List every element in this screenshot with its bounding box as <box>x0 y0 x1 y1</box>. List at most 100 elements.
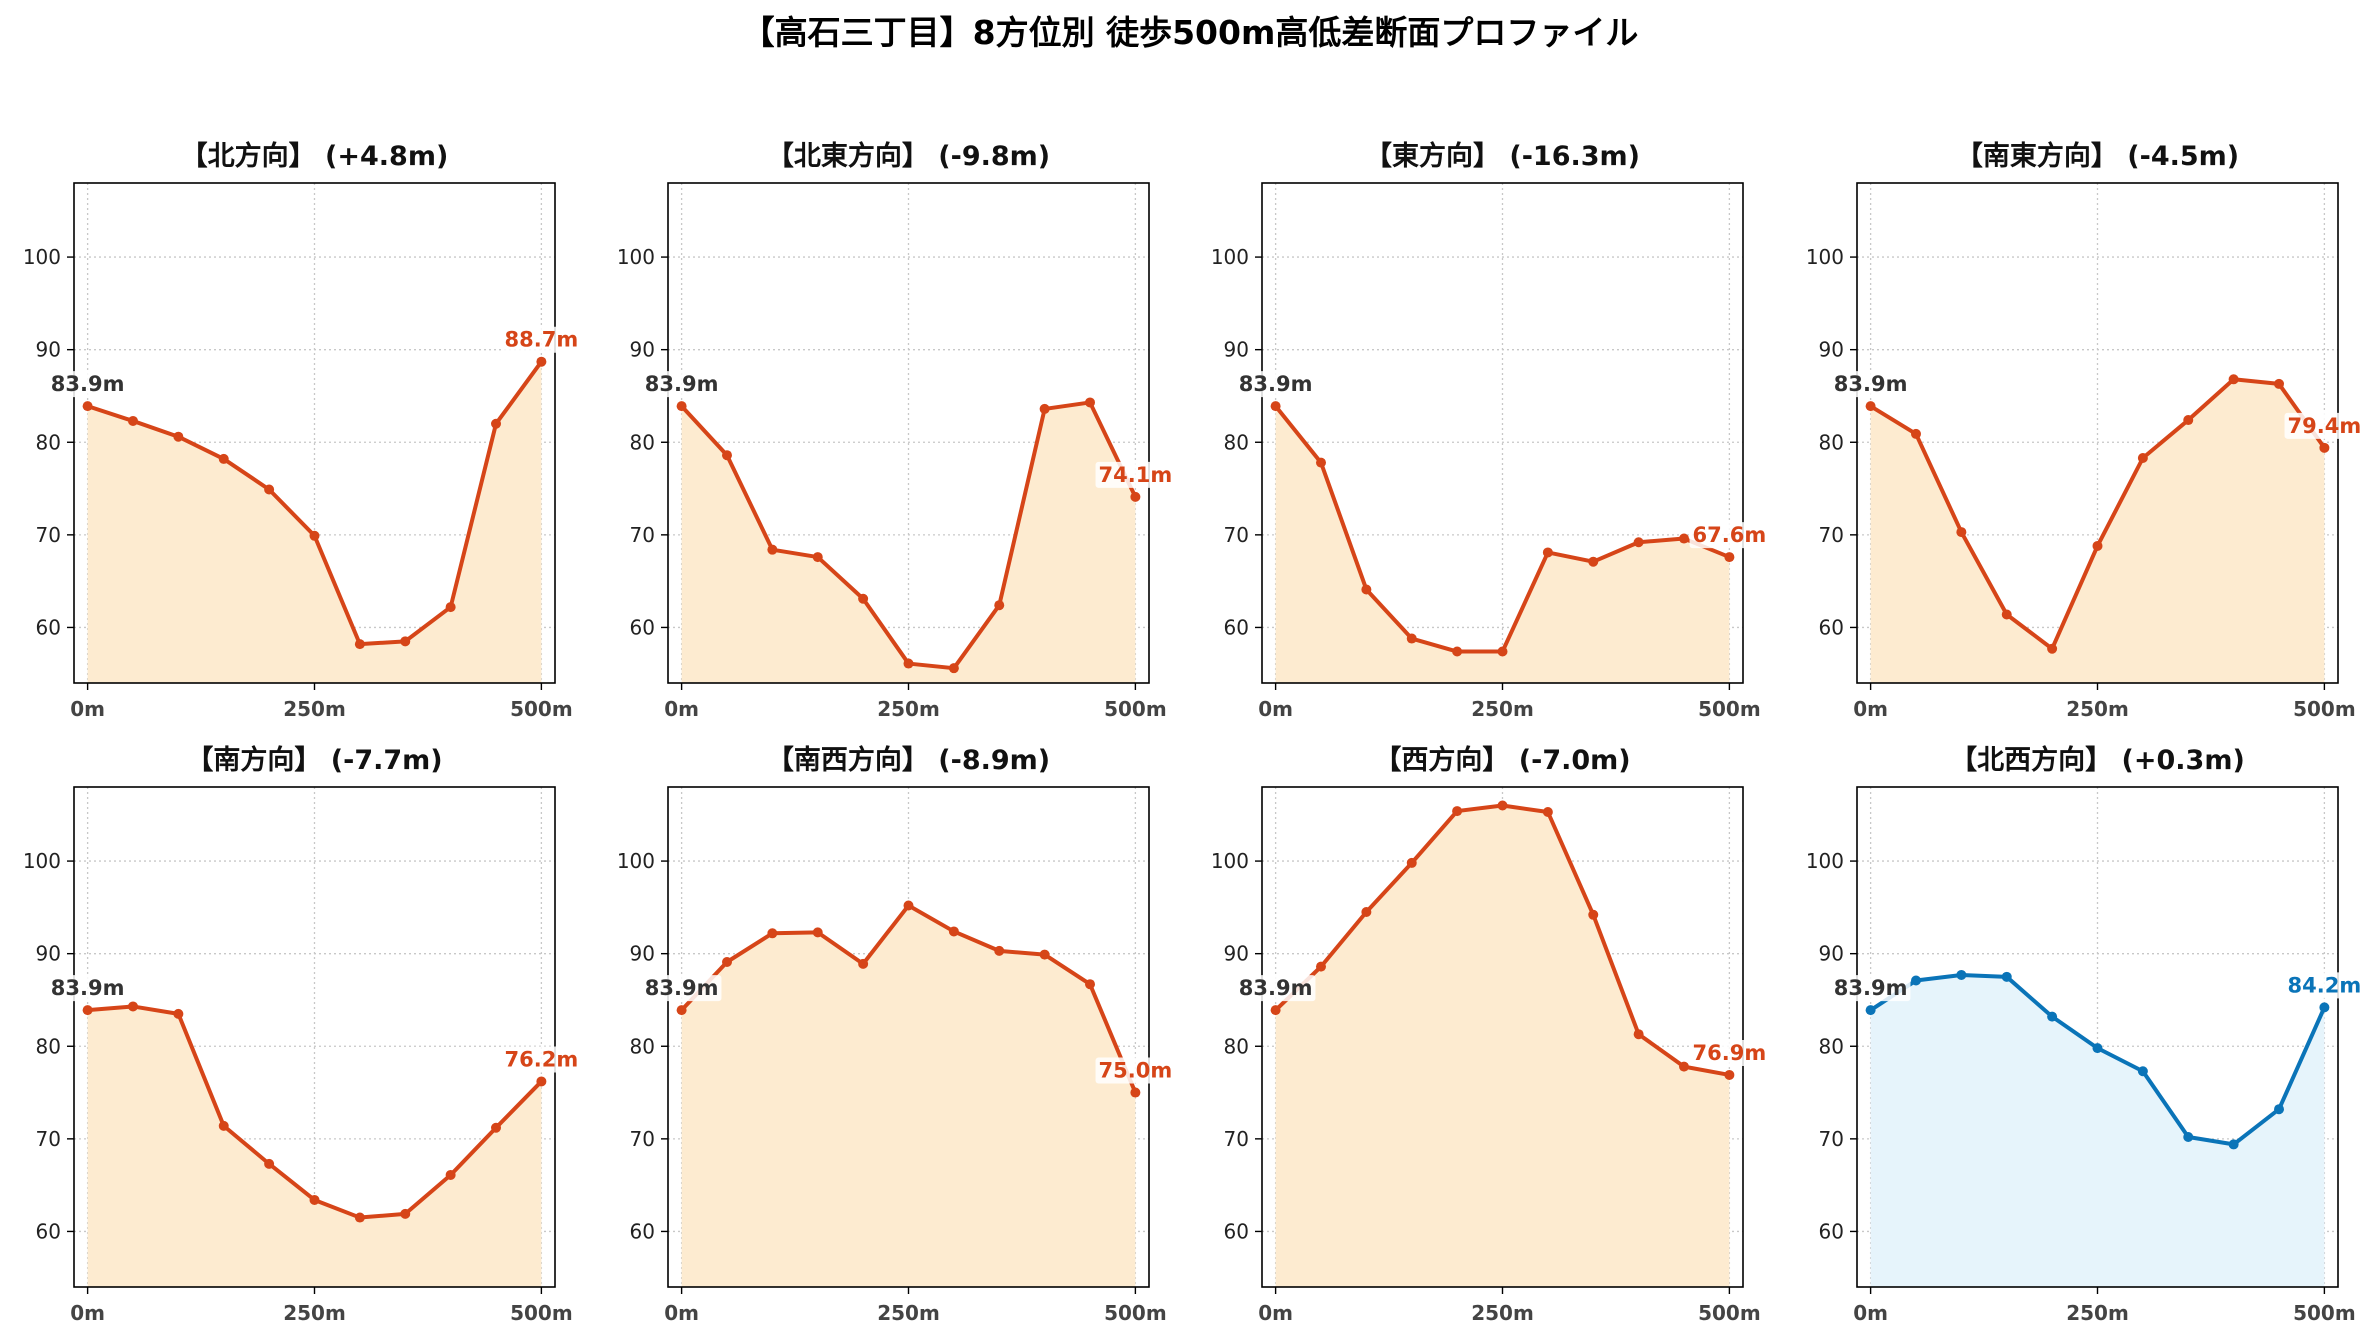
panel-title: 【南方向】 (-7.7m) <box>186 744 442 776</box>
elevation-point <box>1270 401 1281 412</box>
elevation-point <box>127 415 138 426</box>
elevation-point <box>1130 1087 1141 1098</box>
start-label-background <box>1235 371 1316 398</box>
elevation-point <box>1865 1005 1876 1016</box>
y-tick-label: 60 <box>1224 615 1249 639</box>
end-label-group: 79.4m <box>2284 412 2365 439</box>
elevation-point <box>218 453 229 464</box>
x-tick-label: 250m <box>877 1301 940 1325</box>
y-tick-label: 90 <box>630 338 655 362</box>
elevation-point <box>767 544 778 555</box>
x-tick-label: 0m <box>70 697 105 721</box>
panel-6: 【西方向】 (-7.0m) 60 70 80 90 100 0m 250m 500m 83.9m 7… <box>1211 744 1770 1325</box>
end-label: 76.2m <box>505 1047 579 1071</box>
start-label-background <box>1235 975 1316 1002</box>
start-label-group: 83.9m <box>1235 371 1316 398</box>
elevation-point <box>491 1122 502 1133</box>
elevation-point <box>1039 949 1050 960</box>
elevation-point <box>1270 1005 1281 1016</box>
elevation-point <box>2092 540 2103 551</box>
elevation-point <box>536 356 547 367</box>
y-tick-label: 100 <box>1806 245 1844 269</box>
elevation-point <box>2183 415 2194 426</box>
x-tick-label: 500m <box>2293 697 2356 721</box>
y-tick-label: 100 <box>23 849 61 873</box>
y-tick-label: 70 <box>1819 1127 1844 1151</box>
start-label: 83.9m <box>1239 372 1313 396</box>
end-label-background <box>1689 1039 1770 1066</box>
y-tick-label: 90 <box>36 338 61 362</box>
elevation-point <box>1315 457 1326 468</box>
y-tick-label: 80 <box>1819 430 1844 454</box>
elevation-point <box>1679 533 1690 544</box>
elevation-area <box>681 905 1136 1287</box>
start-label-group: 83.9m <box>641 371 722 398</box>
y-tick-label: 90 <box>36 942 61 966</box>
elevation-point <box>2319 442 2330 453</box>
elevation-point <box>1085 979 1096 990</box>
elevation-point <box>1724 1069 1735 1080</box>
start-label: 83.9m <box>51 372 125 396</box>
elevation-point <box>173 1008 184 1019</box>
y-tick-label: 100 <box>1806 849 1844 873</box>
start-label-background <box>1830 371 1911 398</box>
y-tick-label: 80 <box>36 430 61 454</box>
elevation-point <box>994 945 1005 956</box>
start-label: 83.9m <box>645 976 719 1000</box>
elevation-point <box>354 1212 365 1223</box>
elevation-point <box>1315 961 1326 972</box>
elevation-area <box>87 361 542 683</box>
page-title: 【高石三丁目】8方位別 徒歩500m高低差断面プロファイル <box>742 13 1639 52</box>
elevation-point <box>2274 378 2285 389</box>
elevation-point <box>1085 397 1096 408</box>
elevation-point <box>309 530 320 541</box>
elevation-area <box>681 402 1136 683</box>
y-tick-label: 80 <box>1224 1034 1249 1058</box>
y-tick-label: 60 <box>36 1219 61 1243</box>
panel-title: 【南東方向】 (-4.5m) <box>1956 140 2239 172</box>
elevation-point <box>2001 971 2012 982</box>
elevation-point <box>264 1158 275 1169</box>
end-label: 88.7m <box>505 328 579 352</box>
elevation-point <box>1039 403 1050 414</box>
elevation-point <box>536 1076 547 1087</box>
elevation-area <box>87 1006 542 1287</box>
elevation-point <box>1497 646 1508 657</box>
elevation-point <box>903 658 914 669</box>
start-label-background <box>47 371 128 398</box>
end-label-group: 67.6m <box>1689 522 1770 549</box>
elevation-point <box>676 1005 687 1016</box>
elevation-point <box>994 600 1005 611</box>
y-tick-label: 60 <box>1819 615 1844 639</box>
elevation-point <box>400 1208 411 1219</box>
y-tick-label: 70 <box>36 523 61 547</box>
elevation-point <box>264 484 275 495</box>
x-tick-label: 250m <box>2066 1301 2129 1325</box>
end-label-background <box>501 326 582 353</box>
y-tick-label: 70 <box>1224 523 1249 547</box>
y-tick-label: 100 <box>1211 849 1249 873</box>
elevation-point <box>1865 401 1876 412</box>
elevation-point <box>1497 800 1508 811</box>
elevation-point <box>2228 1139 2239 1150</box>
elevation-point <box>676 401 687 412</box>
elevation-point <box>1361 584 1372 595</box>
elevation-point <box>1956 969 1967 980</box>
y-tick-label: 100 <box>617 849 655 873</box>
end-label: 84.2m <box>2288 973 2362 997</box>
elevation-point <box>82 1005 93 1016</box>
elevation-point <box>2228 374 2239 385</box>
elevation-point <box>2319 1002 2330 1013</box>
elevation-point <box>1130 491 1141 502</box>
x-tick-label: 250m <box>877 697 940 721</box>
x-tick-label: 0m <box>1258 697 1293 721</box>
start-label-background <box>641 371 722 398</box>
elevation-point <box>1724 552 1735 563</box>
elevation-point <box>812 927 823 938</box>
end-label: 76.9m <box>1693 1041 1767 1065</box>
elevation-point <box>858 958 869 969</box>
start-label: 83.9m <box>645 372 719 396</box>
y-tick-label: 60 <box>630 1219 655 1243</box>
elevation-point <box>721 957 732 967</box>
